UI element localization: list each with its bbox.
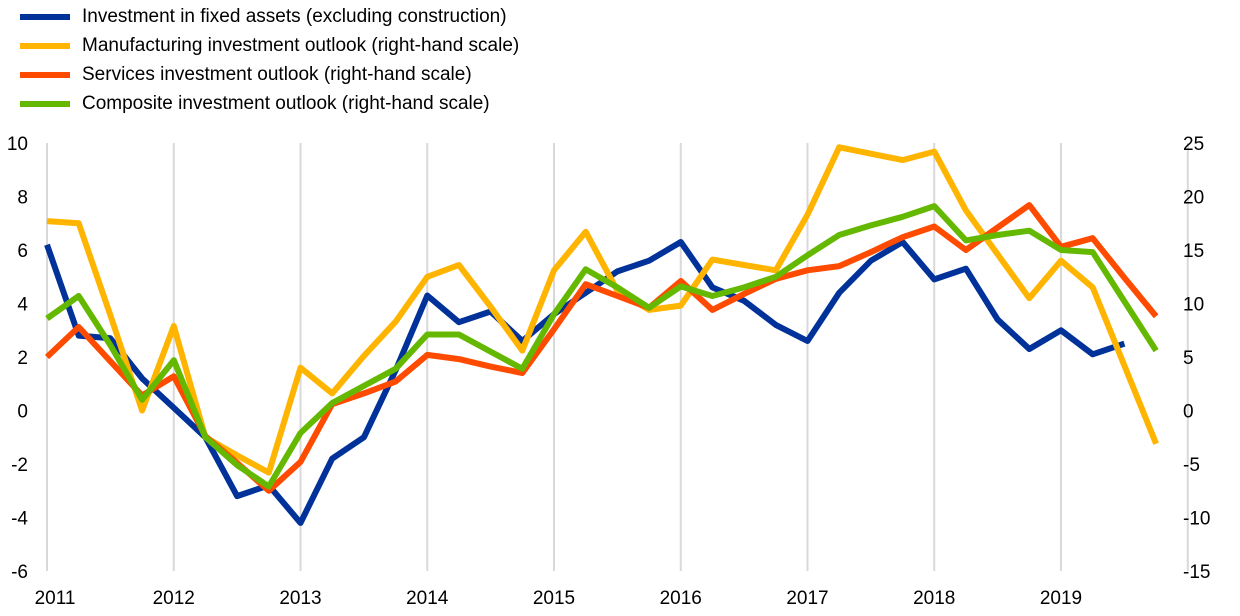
right-tick-label: 25 bbox=[1183, 134, 1204, 155]
right-tick-label: 10 bbox=[1183, 295, 1204, 316]
right-tick-label: 15 bbox=[1183, 241, 1204, 262]
right-tick-label: 5 bbox=[1183, 348, 1194, 369]
legend-item-manufacturing: Manufacturing investment outlook (right-… bbox=[20, 31, 519, 60]
legend-label: Manufacturing investment outlook (right-… bbox=[82, 34, 520, 56]
right-tick-label: -5 bbox=[1183, 455, 1200, 476]
x-tick-label: 2015 bbox=[533, 588, 575, 609]
series-line-2 bbox=[46, 144, 1159, 476]
left-tick-label: 2 bbox=[17, 348, 28, 369]
left-tick-label: -2 bbox=[11, 455, 28, 476]
right-tick-label: -10 bbox=[1183, 509, 1210, 530]
right-tick-label: -15 bbox=[1183, 562, 1210, 583]
legend-label: Services investment outlook (right-hand … bbox=[82, 63, 472, 85]
legend-item-composite: Composite investment outlook (right-hand… bbox=[20, 89, 519, 118]
legend-item-services: Services investment outlook (right-hand … bbox=[20, 60, 519, 89]
left-tick-label: 4 bbox=[17, 295, 28, 316]
legend-item-investment: Investment in fixed assets (excluding co… bbox=[20, 2, 519, 31]
series-line-1 bbox=[44, 239, 1126, 526]
left-tick-label: 8 bbox=[17, 188, 28, 209]
x-tick-label: 2013 bbox=[279, 588, 321, 609]
left-tick-label: 10 bbox=[7, 134, 28, 155]
right-tick-label: 0 bbox=[1183, 402, 1194, 423]
left-tick-label: 0 bbox=[17, 402, 28, 423]
legend: Investment in fixed assets (excluding co… bbox=[20, 2, 519, 118]
x-tick-label: 2019 bbox=[1040, 588, 1082, 609]
x-tick-label: 2018 bbox=[913, 588, 955, 609]
legend-label: Composite investment outlook (right-hand… bbox=[82, 92, 490, 114]
x-tick-label: 2014 bbox=[406, 588, 449, 609]
x-tick-label: 2011 bbox=[35, 588, 76, 609]
x-tick-label: 2012 bbox=[153, 588, 195, 609]
left-tick-label: -6 bbox=[11, 562, 28, 583]
x-tick-label: 2017 bbox=[786, 588, 828, 609]
legend-label: Investment in fixed assets (excluding co… bbox=[82, 5, 507, 27]
left-tick-label: -4 bbox=[11, 509, 28, 530]
right-tick-label: 20 bbox=[1183, 188, 1204, 209]
series-line-4 bbox=[45, 203, 1159, 490]
legend-swatch bbox=[20, 71, 70, 78]
legend-swatch bbox=[20, 100, 70, 107]
legend-swatch bbox=[20, 42, 70, 49]
left-tick-label: 6 bbox=[17, 241, 28, 262]
legend-swatch bbox=[20, 13, 70, 20]
x-tick-label: 2016 bbox=[660, 588, 702, 609]
